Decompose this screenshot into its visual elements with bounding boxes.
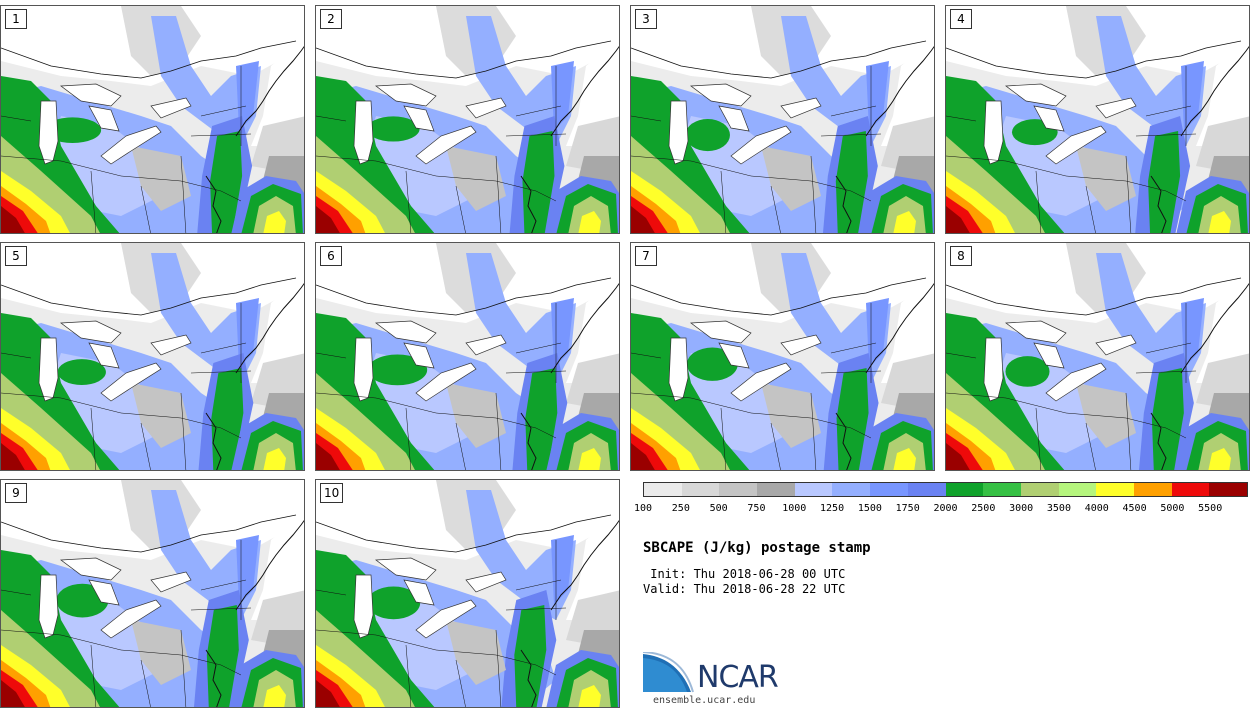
colorbar-swatch: [1096, 483, 1134, 496]
member-panel: 8: [945, 242, 1250, 471]
colorbar-swatch: [794, 483, 833, 496]
member-number: 9: [5, 483, 27, 503]
colorbar-tick-label: 5000: [1160, 503, 1185, 514]
colorbar-swatch: [719, 483, 758, 496]
sbcape-map: [1, 480, 304, 707]
member-panel: 3: [630, 5, 935, 234]
sbcape-map: [631, 6, 934, 233]
colorbar-swatch: [1171, 483, 1210, 496]
colorbar-tick-label: 2500: [971, 503, 996, 514]
valid-time: Valid: Thu 2018-06-28 22 UTC: [643, 582, 846, 596]
colorbar-swatch: [644, 483, 682, 496]
colorbar-tick-label: 500: [709, 503, 728, 514]
colorbar-tick-label: 1750: [895, 503, 920, 514]
ncar-logo-text: NCAR: [697, 660, 779, 695]
colorbar-tick-label: 3500: [1046, 503, 1071, 514]
colorbar-tick-label: 100: [633, 503, 653, 514]
sbcape-map: [1, 6, 304, 233]
colorbar-tick-label: 1500: [857, 503, 882, 514]
colorbar-swatch: [1133, 483, 1172, 496]
colorbar-swatch: [907, 483, 946, 496]
colorbar-swatch: [870, 483, 908, 496]
sbcape-map: [316, 6, 619, 233]
member-number: 4: [950, 9, 972, 29]
init-time: Init: Thu 2018-06-28 00 UTC: [643, 567, 846, 581]
member-panel: 2: [315, 5, 620, 234]
colorbar-swatch: [1209, 483, 1247, 496]
colorbar-tick-label: 250: [671, 503, 690, 514]
colorbar-swatch: [757, 483, 795, 496]
colorbar-swatch: [1020, 483, 1059, 496]
member-number: 5: [5, 246, 27, 266]
colorbar: [643, 482, 1248, 497]
member-number: 2: [320, 9, 342, 29]
member-panel: 5: [0, 242, 305, 471]
colorbar-swatch: [681, 483, 720, 496]
member-number: 1: [5, 9, 27, 29]
colorbar-tick-label: 4000: [1084, 503, 1109, 514]
member-panel: 6: [315, 242, 620, 471]
sbcape-map: [316, 480, 619, 707]
colorbar-tick-label: 1250: [820, 503, 845, 514]
colorbar-tick-label: 5500: [1198, 503, 1223, 514]
colorbar-tick-label: 1000: [782, 503, 807, 514]
member-number: 6: [320, 246, 342, 266]
colorbar-swatch: [983, 483, 1021, 496]
member-panel: 10: [315, 479, 620, 708]
member-panel: 9: [0, 479, 305, 708]
ncar-logo-icon: [643, 652, 694, 693]
sbcape-map: [631, 243, 934, 470]
colorbar-tick-label: 2000: [933, 503, 958, 514]
colorbar-tick-label: 3000: [1009, 503, 1034, 514]
sbcape-map: [946, 6, 1249, 233]
member-panel: 1: [0, 5, 305, 234]
member-number: 10: [320, 483, 344, 503]
member-panel: 4: [945, 5, 1250, 234]
website-url: ensemble.ucar.edu: [653, 695, 756, 706]
colorbar-swatch: [945, 483, 984, 496]
colorbar-swatch: [1058, 483, 1097, 496]
colorbar-tick-label: 750: [747, 503, 766, 514]
colorbar-tick-label: 4500: [1122, 503, 1147, 514]
member-panel: 7: [630, 242, 935, 471]
sbcape-map: [316, 243, 619, 470]
plot-title: SBCAPE (J/kg) postage stamp: [643, 540, 871, 556]
member-number: 7: [635, 246, 657, 266]
member-number: 3: [635, 9, 657, 29]
colorbar-labels: 100 250 500 750 1000 1250 1500 1750 2000 2500 3000…: [634, 503, 1248, 517]
sbcape-map: [1, 243, 304, 470]
colorbar-swatch: [832, 483, 871, 496]
sbcape-map: [946, 243, 1249, 470]
member-number: 8: [950, 246, 972, 266]
